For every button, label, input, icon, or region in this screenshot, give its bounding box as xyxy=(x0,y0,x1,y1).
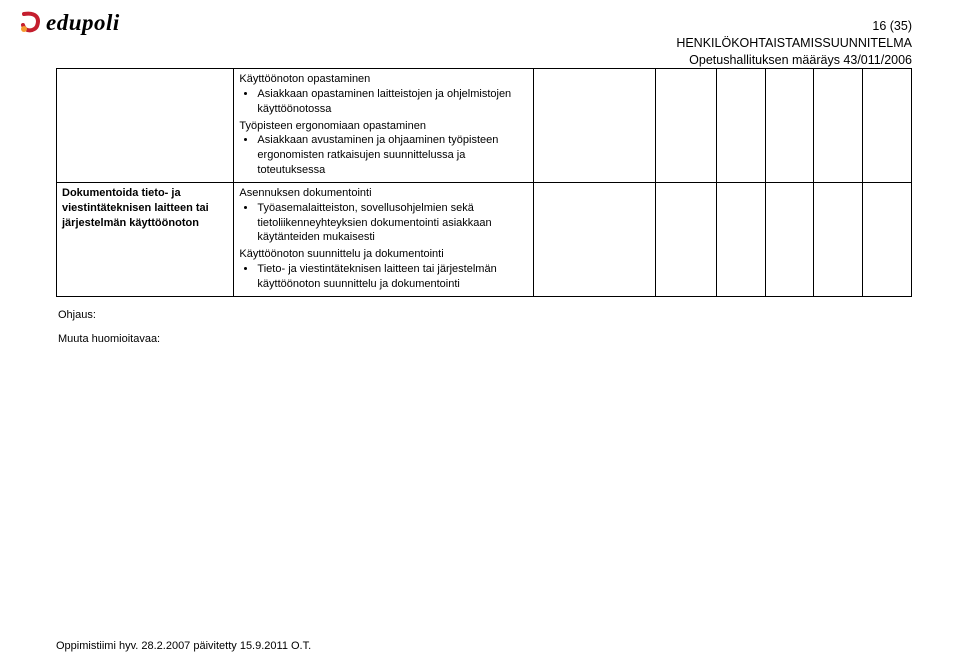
header-right: 16 (35) HENKILÖKOHTAISTAMISSUUNNITELMA O… xyxy=(676,18,912,69)
row2-left: Dokumentoida tieto- ja viestintäteknisen… xyxy=(62,187,209,229)
cell-empty xyxy=(814,182,863,296)
logo: edupoli xyxy=(18,10,120,36)
cell-empty xyxy=(765,182,814,296)
cell-empty xyxy=(655,69,716,183)
row2-heading2: Käyttöönoton suunnittelu ja dokumentoint… xyxy=(239,247,527,262)
row1-heading1: Käyttöönoton opastaminen xyxy=(239,72,527,87)
cell-empty xyxy=(863,182,912,296)
cell-empty xyxy=(814,69,863,183)
cell-empty xyxy=(533,182,655,296)
cell-empty xyxy=(765,69,814,183)
cell-main-1: Käyttöönoton opastaminen Asiakkaan opast… xyxy=(234,69,533,183)
header-line2: Opetushallituksen määräys 43/011/2006 xyxy=(676,52,912,69)
cell-empty xyxy=(655,182,716,296)
cell-empty xyxy=(716,69,765,183)
page-number: 16 (35) xyxy=(676,18,912,35)
logo-icon xyxy=(18,10,44,36)
sections: Ohjaus: Muuta huomioitavaa: xyxy=(58,309,912,345)
row2-bullet1: Työasemalaitteiston, sovellusohjelmien s… xyxy=(257,201,527,246)
row1-bullet1: Asiakkaan opastaminen laitteistojen ja o… xyxy=(257,87,527,117)
cell-left-2: Dokumentoida tieto- ja viestintäteknisen… xyxy=(57,182,234,296)
footer-text: Oppimistiimi hyv. 28.2.2007 päivitetty 1… xyxy=(56,640,311,652)
content-table: Käyttöönoton opastaminen Asiakkaan opast… xyxy=(56,68,912,297)
logo-text: edupoli xyxy=(46,10,120,36)
table-row: Dokumentoida tieto- ja viestintäteknisen… xyxy=(57,182,912,296)
cell-left-1 xyxy=(57,69,234,183)
row2-heading1: Asennuksen dokumentointi xyxy=(239,186,527,201)
row1-heading2: Työpisteen ergonomiaan opastaminen xyxy=(239,119,527,134)
footer: Oppimistiimi hyv. 28.2.2007 päivitetty 1… xyxy=(56,640,311,652)
cell-empty xyxy=(863,69,912,183)
row1-bullet2: Asiakkaan avustaminen ja ohjaaminen työp… xyxy=(257,133,527,178)
cell-main-2: Asennuksen dokumentointi Työasemalaittei… xyxy=(234,182,533,296)
table-row: Käyttöönoton opastaminen Asiakkaan opast… xyxy=(57,69,912,183)
row2-bullet2: Tieto- ja viestintäteknisen laitteen tai… xyxy=(257,262,527,292)
header-line1: HENKILÖKOHTAISTAMISSUUNNITELMA xyxy=(676,35,912,52)
muuta-label: Muuta huomioitavaa: xyxy=(58,333,912,345)
cell-empty xyxy=(716,182,765,296)
cell-empty xyxy=(533,69,655,183)
ohjaus-label: Ohjaus: xyxy=(58,309,912,321)
